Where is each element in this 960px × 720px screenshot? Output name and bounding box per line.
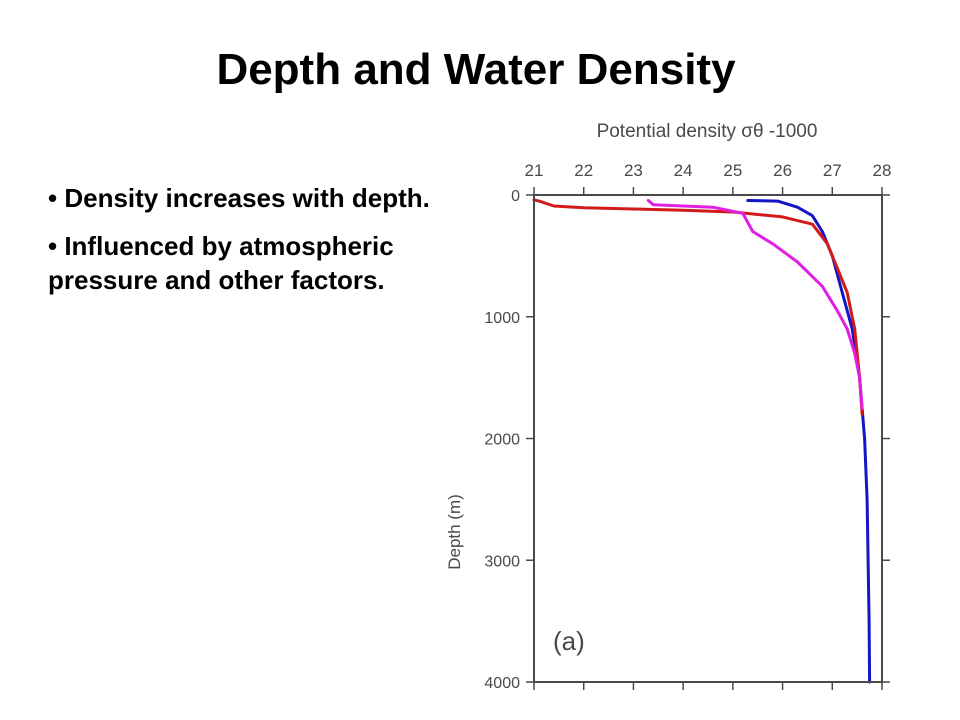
- bullet-item: • Density increases with depth.: [48, 183, 430, 213]
- x-tick-label: 21: [525, 161, 544, 180]
- x-tick-label: 27: [823, 161, 842, 180]
- density-depth-chart: Potential density σθ -1000 Depth (m) 21 2…: [445, 121, 891, 692]
- series-lines: [532, 198, 872, 684]
- y-tick-label: 1000: [484, 310, 520, 327]
- x-tick-label: 28: [873, 161, 892, 180]
- bullet-text: Influenced by atmospheric pressure and o…: [48, 230, 394, 295]
- y-tick-label: 2000: [484, 432, 520, 449]
- y-tick-label: 3000: [484, 553, 520, 570]
- series-line-3: [646, 199, 864, 410]
- bullet-text: Density increases with depth.: [64, 183, 430, 213]
- plot-frame: [533, 194, 883, 683]
- x-tick-label: 26: [773, 161, 792, 180]
- chart-title: Potential density σθ -1000: [597, 121, 818, 142]
- series-line-2: [532, 198, 864, 416]
- y-tick-label: 4000: [484, 675, 520, 692]
- x-tick-label: 23: [624, 161, 643, 180]
- x-tick-label: 24: [674, 161, 693, 180]
- series-line-1: [746, 199, 872, 684]
- y-tick-label: 0: [511, 188, 520, 205]
- x-tick-label: 25: [723, 161, 742, 180]
- bullet-list: • Density increases with depth. • Influe…: [48, 182, 432, 311]
- y-axis-label: Depth (m): [445, 494, 464, 570]
- slide-title: Depth and Water Density: [216, 45, 736, 94]
- panel-label: (a): [553, 626, 585, 656]
- x-tick-label: 22: [574, 161, 593, 180]
- bullet-item: • Influenced by atmospheric pressure and…: [48, 230, 394, 295]
- axis-ticks: 21 22 23 24 25 26 27 28 0 1000 2000 3000 4000: [484, 161, 891, 692]
